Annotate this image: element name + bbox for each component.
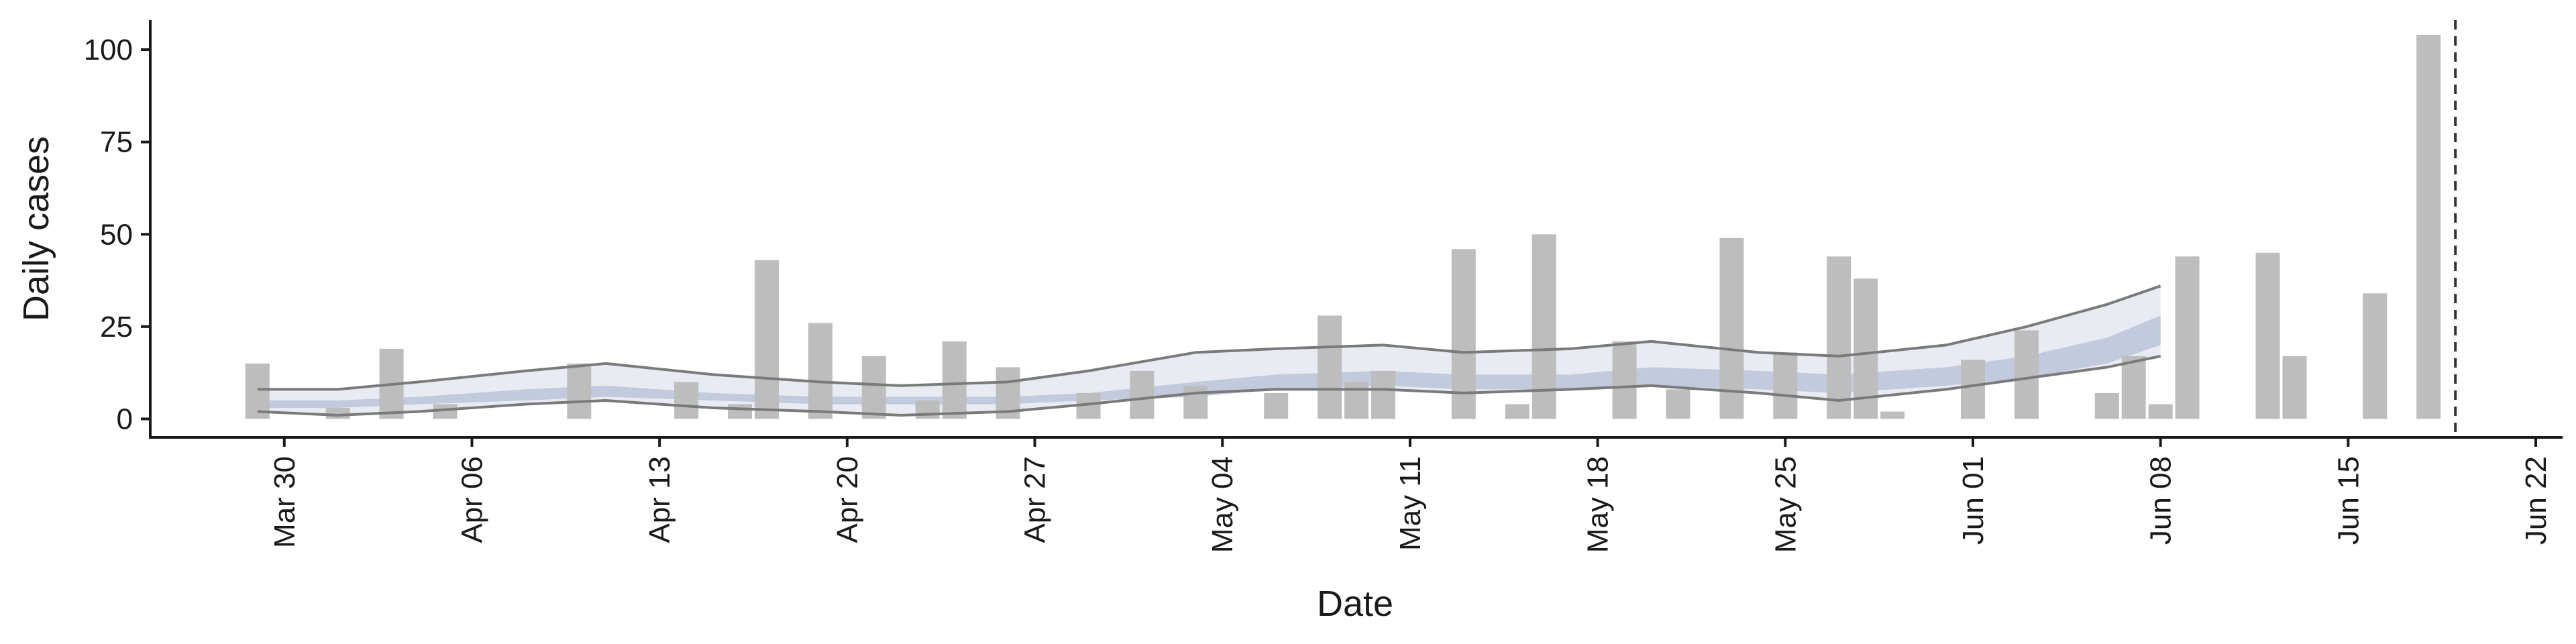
bars-group <box>245 35 2441 419</box>
bar <box>674 382 699 419</box>
bar <box>567 363 592 419</box>
y-tick-label: 75 <box>100 126 133 159</box>
x-tick-label: May 04 <box>1206 456 1239 553</box>
y-tick-label: 25 <box>100 311 133 343</box>
y-tick-label: 100 <box>84 34 133 66</box>
bar <box>2121 356 2146 419</box>
bar <box>2363 293 2387 419</box>
bar <box>808 323 833 419</box>
bar <box>2282 356 2307 419</box>
bar <box>915 400 940 419</box>
x-axis-label: Date <box>1317 584 1393 624</box>
y-ticks-group: 0 25 50 75 100 <box>84 34 150 435</box>
bar <box>942 341 967 419</box>
bar <box>1264 392 1289 419</box>
bar <box>861 356 886 419</box>
x-tick-label: Apr 27 <box>1019 456 1052 543</box>
y-tick-label: 50 <box>100 218 133 251</box>
bar <box>2094 392 2119 419</box>
bar <box>1318 315 1342 419</box>
x-tick-label: Apr 06 <box>456 456 489 543</box>
bar <box>1880 411 1905 419</box>
y-tick-label: 0 <box>117 402 133 435</box>
bar <box>2416 35 2441 419</box>
y-axis-label: Daily cases <box>16 136 56 321</box>
estimate-band-50 <box>257 315 2161 408</box>
lower-bound-line <box>257 354 2161 417</box>
bar <box>728 404 752 419</box>
bar <box>1371 370 1395 419</box>
x-tick-label: Jun 15 <box>2332 456 2365 545</box>
bar <box>325 408 350 419</box>
x-tick-label: Jun 01 <box>1957 456 1990 545</box>
bar <box>1532 234 1556 419</box>
bar <box>1719 237 1744 419</box>
bar <box>1666 389 1690 419</box>
bar <box>1961 360 1985 419</box>
bar <box>1827 256 1851 419</box>
bar <box>1130 370 1155 419</box>
bar <box>2014 330 2039 419</box>
upper-bound-line <box>257 284 2161 391</box>
bar <box>1773 352 1798 419</box>
x-tick-label: Apr 20 <box>831 456 864 543</box>
x-tick-label: May 25 <box>1769 456 1802 553</box>
bar <box>1344 382 1368 419</box>
bar <box>1183 385 1208 419</box>
x-tick-label: Jun 08 <box>2145 456 2178 545</box>
bar <box>2148 404 2173 419</box>
bar <box>2175 256 2200 419</box>
x-tick-label: Apr 13 <box>643 456 676 543</box>
bar <box>433 404 458 419</box>
bar <box>245 363 270 419</box>
x-tick-label: Mar 30 <box>268 456 301 548</box>
bar <box>1505 404 1529 419</box>
x-tick-label: Jun 22 <box>2520 456 2553 545</box>
x-ticks-group: Mar 30 Apr 06 Apr 13 Apr 20 Apr 27 May 04 May … <box>268 437 2553 553</box>
bar <box>1451 249 1476 419</box>
estimate-band-50-area <box>257 315 2161 408</box>
bar <box>1612 341 1637 419</box>
bar <box>2255 252 2280 419</box>
bound-lines-group <box>257 284 2161 417</box>
x-tick-label: May 18 <box>1582 456 1615 553</box>
bar <box>755 260 779 419</box>
x-tick-label: May 11 <box>1394 456 1427 551</box>
